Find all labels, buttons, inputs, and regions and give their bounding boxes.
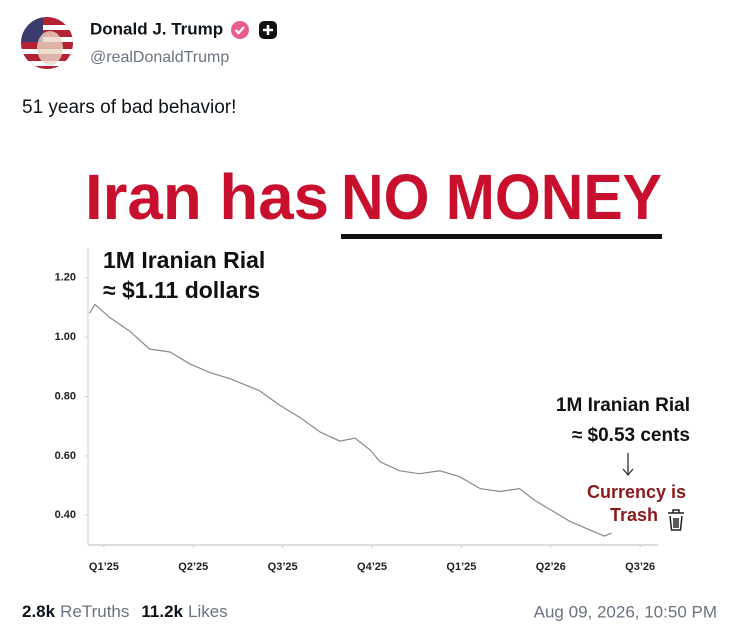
x-tick-label: Q4’25 (357, 561, 387, 573)
y-tick-label: 0.40 (55, 509, 76, 521)
arrow (622, 453, 634, 477)
annotation: Currency is (587, 482, 686, 502)
author-handle[interactable]: @realDonaldTrump (90, 49, 229, 66)
verified-check (234, 26, 245, 35)
y-tick-label: 0.60 (55, 450, 76, 462)
annotation: ≈ $0.53 cents (572, 425, 690, 446)
y-tick-label: 0.80 (55, 390, 76, 402)
annotation: Trash (610, 505, 658, 525)
author-name[interactable]: Donald J. Trump (90, 19, 223, 38)
chart-title-highlight: NO MONEY (341, 161, 662, 233)
like-count[interactable]: 11.2k (141, 602, 183, 621)
series-line (89, 303, 612, 537)
x-tick-label: Q3’25 (268, 561, 298, 573)
stats: 2.8k ReTruths 11.2k Likes (22, 602, 228, 621)
retruth-label[interactable]: ReTruths (60, 602, 129, 621)
annotation: 1M Iranian Rial (556, 395, 690, 416)
annotation: 1M Iranian Rial (103, 247, 265, 273)
timestamp: Aug 09, 2026, 10:50 PM (534, 602, 717, 621)
plus-icon (263, 25, 273, 35)
y-tick-label: 1.00 (55, 331, 76, 343)
trash-icon (668, 509, 684, 531)
chart-title: Iran has (85, 161, 329, 233)
x-tick-label: Q2’25 (178, 561, 208, 573)
x-tick-label: Q1’25 (89, 561, 119, 573)
retruth-count[interactable]: 2.8k (22, 602, 56, 621)
title-underline (341, 234, 662, 239)
y-tick-label: 1.20 (55, 272, 76, 284)
like-label[interactable]: Likes (188, 602, 228, 621)
annotation: ≈ $1.11 dollars (103, 277, 260, 303)
x-tick-label: Q1’25 (446, 561, 476, 573)
post-text: 51 years of bad behavior! (22, 97, 236, 118)
x-tick-label: Q3’26 (625, 561, 655, 573)
x-tick-label: Q2’26 (536, 561, 566, 573)
avatar[interactable] (21, 17, 73, 69)
